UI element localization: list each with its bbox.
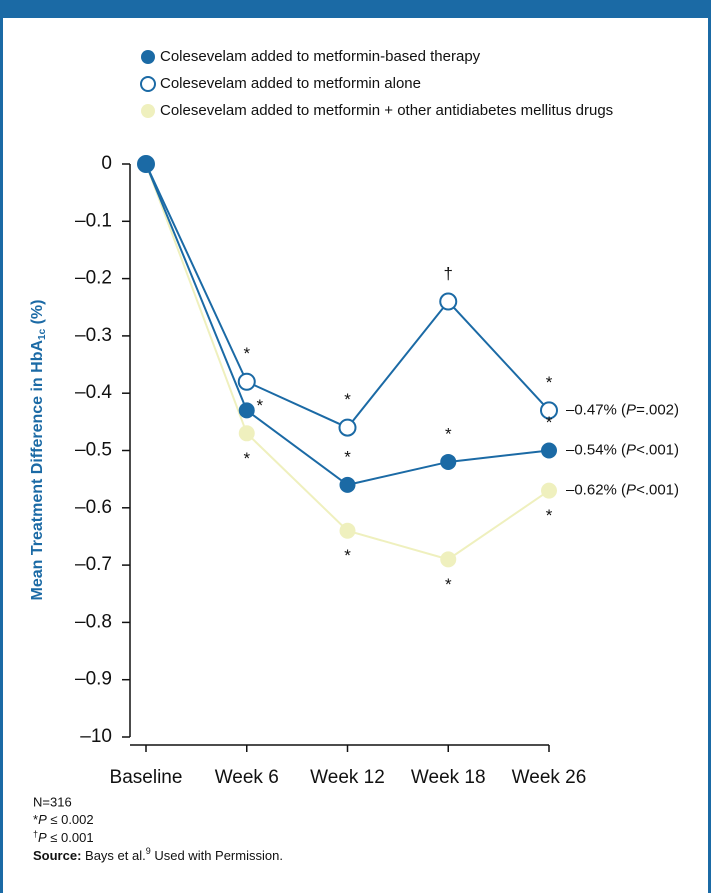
series-line (145, 163, 550, 429)
end-label-value: –0.54% ( (566, 441, 626, 458)
legend-label: Colesevelam added to metformin-based the… (160, 48, 481, 65)
footnote: †P ≤ 0.001 (33, 829, 94, 845)
significance-mark: * (546, 506, 553, 525)
significance-mark: * (256, 396, 263, 415)
end-label-value: –0.62% ( (566, 482, 626, 499)
fn-rest: ≤ 0.002 (47, 812, 94, 827)
y-tick-label: 0 (101, 153, 112, 174)
series-line (145, 163, 550, 561)
data-point (238, 402, 255, 419)
significance-mark: * (243, 344, 250, 363)
data-point (237, 372, 256, 391)
y-tick-label: –10 (80, 726, 112, 747)
significance-mark: † (444, 264, 453, 283)
significance-mark: * (445, 424, 452, 443)
frame-left (0, 0, 3, 893)
data-point (338, 418, 357, 437)
data-point (541, 442, 557, 459)
y-axis-label: Mean Treatment Difference in HbA1c (%) (29, 300, 47, 601)
fn-tail: Used with Permission. (151, 848, 283, 863)
y-tick-label: –0.1 (75, 210, 112, 231)
legend-marker (141, 50, 155, 64)
data-point (339, 476, 356, 493)
y-tick-label: –0.4 (75, 382, 112, 403)
footnotes: N=316 *P ≤ 0.002 †P ≤ 0.001 Source: Bays… (33, 794, 283, 863)
y-tick-label: –0.7 (75, 554, 112, 575)
significance-mark: * (546, 413, 553, 432)
significance-mark: * (546, 373, 553, 392)
legend-label: Colesevelam added to metformin + other a… (160, 102, 613, 119)
end-label-rest: <.001) (636, 482, 679, 499)
x-tick-label: Week 6 (215, 767, 279, 788)
significance-mark: * (243, 449, 250, 468)
x-tick-label: Week 12 (310, 767, 385, 788)
fn-sym: † (33, 829, 38, 839)
frame-right (708, 0, 711, 893)
data-point (440, 453, 457, 470)
fn-rest: ≤ 0.001 (47, 830, 94, 845)
end-label-p: P (626, 441, 636, 458)
y-label-main: Mean Treatment Difference in HbA (29, 340, 46, 601)
data-point (339, 522, 356, 539)
footnote: N=316 (33, 794, 72, 809)
fn-source-label: Source: (33, 848, 81, 863)
footnote: Source: Bays et al.9 Used with Permissio… (33, 846, 283, 863)
x-tick-label: Baseline (110, 767, 183, 788)
fn-source: Bays et al. (81, 848, 145, 863)
x-tick-label: Week 18 (411, 767, 486, 788)
end-label: –0.54% (P<.001) (566, 441, 679, 458)
data-point (540, 401, 558, 420)
x-tick-label: Week 26 (512, 767, 587, 788)
end-label-p: P (626, 401, 636, 418)
end-label-p: P (626, 482, 636, 499)
significance-mark: * (344, 546, 351, 565)
fn-p: P (38, 812, 47, 827)
fn-sup: 9 (146, 846, 151, 856)
end-label-rest: <.001) (636, 441, 679, 458)
legend-label: Colesevelam added to metformin alone (160, 75, 421, 92)
data-point (439, 292, 458, 311)
significance-mark: * (344, 447, 351, 466)
end-label: –0.47% (P=.002) (566, 401, 679, 418)
significance-mark: * (344, 390, 351, 409)
data-point (138, 156, 154, 172)
end-label: –0.62% (P<.001) (566, 482, 679, 499)
y-label-sub: 1c (37, 328, 48, 340)
data-point (541, 482, 557, 499)
y-tick-label: –0.8 (75, 611, 112, 632)
y-tick-label: –0.2 (75, 268, 112, 289)
data-point (238, 425, 255, 442)
end-label-rest: =.002) (636, 401, 679, 418)
footnote: *P ≤ 0.002 (33, 812, 94, 827)
y-tick-label: –0.3 (75, 325, 112, 346)
top-bar (0, 0, 711, 18)
significance-mark: * (445, 575, 452, 594)
legend-marker (140, 76, 156, 92)
y-tick-label: –0.6 (75, 497, 112, 518)
end-label-value: –0.47% ( (566, 401, 626, 418)
data-point (440, 551, 457, 568)
y-tick-label: –0.5 (75, 440, 112, 461)
legend-marker (141, 104, 155, 118)
y-tick-label: –0.9 (75, 669, 112, 690)
fn-p: P (38, 830, 47, 845)
fn-sym: * (33, 812, 38, 827)
y-label-tail: (%) (29, 300, 46, 329)
